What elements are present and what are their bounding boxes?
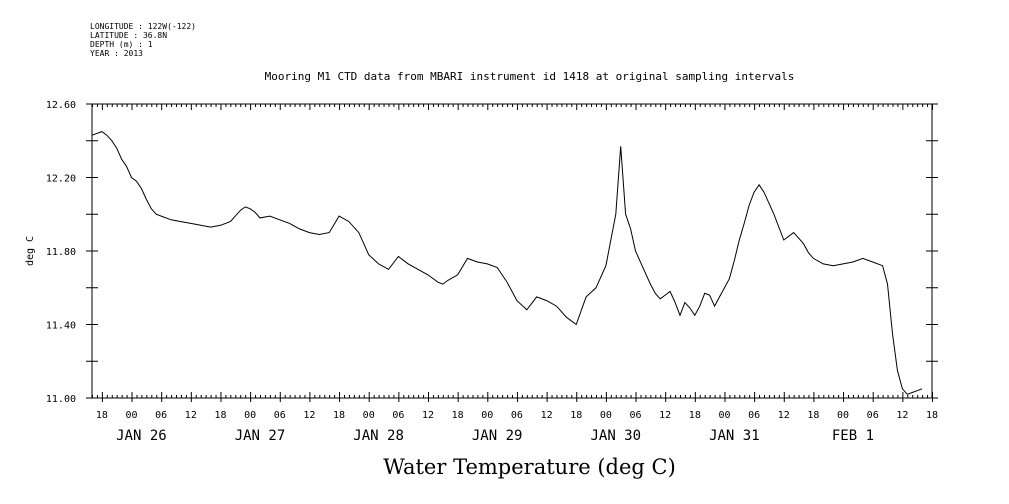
y-tick-label: 12.60 [46, 100, 76, 111]
metadata-block: LONGITUDE : 122W(-122) LATITUDE : 36.8N DE… [90, 22, 196, 58]
x-tick-label: 12 [303, 410, 315, 421]
x-tick-label: 06 [274, 410, 286, 421]
x-tick-label: 06 [630, 410, 642, 421]
x-tick-label: 06 [748, 410, 760, 421]
day-label: JAN 29 [472, 428, 523, 444]
tick-marks [86, 103, 938, 402]
x-tick-label: 06 [155, 410, 167, 421]
day-label: JAN 28 [353, 428, 404, 444]
x-tick-label: 18 [926, 410, 938, 421]
day-label: JAN 31 [709, 428, 760, 444]
x-tick-label: 00 [481, 410, 493, 421]
day-label: FEB 1 [832, 428, 874, 444]
meta-latitude: LATITUDE : 36.8N [90, 31, 168, 40]
x-tick-label: 00 [837, 410, 849, 421]
day-label: JAN 26 [116, 428, 167, 444]
day-label: JAN 30 [590, 428, 641, 444]
x-tick-label: 12 [896, 410, 908, 421]
x-tick-labels: 18 00 06 12 18 00 06 12 18 00 06 12 18 00 06 12 18 00 06 12… [96, 410, 938, 444]
x-tick-label: 00 [600, 410, 612, 421]
x-tick-label: 18 [807, 410, 819, 421]
day-label: JAN 27 [235, 428, 286, 444]
x-tick-label: 00 [244, 410, 256, 421]
y-tick-label: 11.80 [46, 247, 76, 258]
x-tick-label: 12 [778, 410, 790, 421]
meta-depth: DEPTH (m) : 1 [90, 40, 153, 49]
y-tick-label: 12.20 [46, 174, 76, 185]
x-tick-label: 18 [96, 410, 108, 421]
x-tick-label: 00 [363, 410, 375, 421]
x-tick-label: 06 [392, 410, 404, 421]
chart-title: Mooring M1 CTD data from MBARI instrumen… [264, 70, 795, 83]
meta-year: YEAR : 2013 [90, 49, 143, 58]
x-tick-label: 12 [659, 410, 671, 421]
x-tick-label: 12 [422, 410, 434, 421]
y-axis-label: deg C [25, 236, 36, 266]
series-line [91, 131, 923, 395]
plot-frame [91, 103, 933, 399]
y-tick-label: 11.00 [46, 394, 76, 405]
x-tick-label: 18 [333, 410, 345, 421]
x-tick-label: 18 [689, 410, 701, 421]
x-tick-label: 00 [718, 410, 730, 421]
x-tick-label: 18 [570, 410, 582, 421]
y-tick-labels: 11.00 11.40 11.80 12.20 12.60 [46, 100, 76, 405]
x-axis-label: Water Temperature (deg C) [383, 455, 676, 479]
x-tick-label: 00 [126, 410, 138, 421]
x-tick-label: 06 [867, 410, 879, 421]
x-tick-label: 18 [214, 410, 226, 421]
x-tick-label: 18 [452, 410, 464, 421]
y-tick-label: 11.40 [46, 321, 76, 332]
x-tick-label: 12 [185, 410, 197, 421]
x-tick-label: 12 [541, 410, 553, 421]
x-tick-label: 06 [511, 410, 523, 421]
meta-longitude: LONGITUDE : 122W(-122) [90, 22, 196, 31]
